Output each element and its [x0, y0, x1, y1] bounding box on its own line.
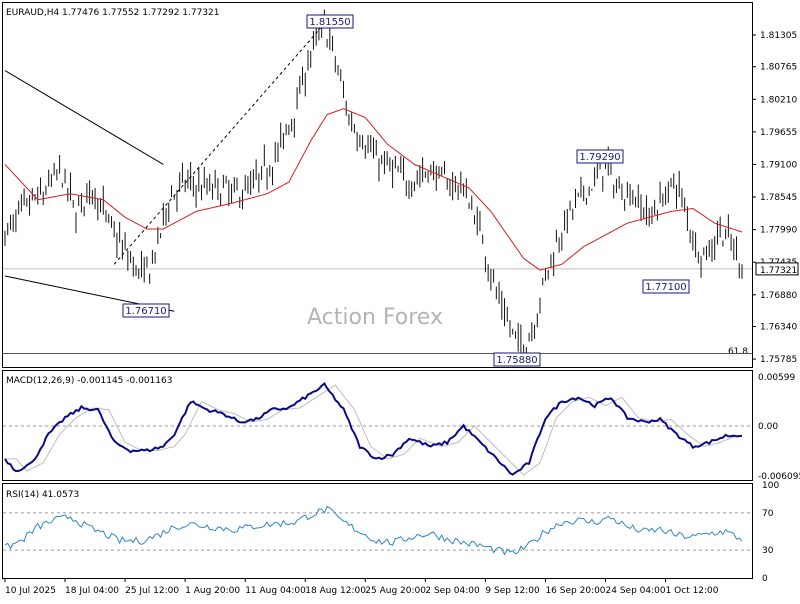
- macd-signal-line: [5, 384, 743, 476]
- price-annotation: 1.75880: [493, 352, 541, 367]
- annotation-box: [642, 279, 690, 294]
- rsi-panel-frame: [2, 483, 753, 579]
- macd-header: MACD(12,26,9) -0.001145 -0.001163: [6, 376, 172, 386]
- macd-tick-label: 0.00: [758, 422, 778, 432]
- annotation-label: 1.81550: [309, 17, 350, 28]
- annotation-label: 1.77100: [645, 282, 686, 293]
- price-tick-label: 1.79100: [760, 160, 797, 170]
- macd-line: [4, 381, 743, 476]
- price-tick-label: 1.78545: [760, 193, 797, 203]
- watermark: Action Forex: [307, 305, 443, 330]
- rsi-tick-label: 100: [762, 481, 779, 491]
- axis-layer: 1.81305 1.80765 1.80210 1.79655 1.79100 1.785…: [4, 31, 800, 596]
- macd-panel-frame: [2, 370, 753, 481]
- current-price-tag: 1.77321: [755, 262, 799, 276]
- annotation-box: [576, 149, 624, 164]
- price-header: EURAUD,H4 1.77476 1.77552 1.77292 1.7732…: [6, 8, 220, 18]
- annotation-box: [122, 303, 170, 318]
- dashed-up-trendline: [113, 20, 328, 265]
- x-tick-label: 18 Jul 04:00: [65, 586, 119, 596]
- price-tick-label: 1.81305: [760, 31, 797, 41]
- macd-tick-label: -0.006095: [758, 472, 800, 482]
- price-annotation: 1.79290: [576, 149, 624, 164]
- price-tick-label: 1.75785: [760, 355, 797, 365]
- x-tick-label: 25 Aug 20:00: [365, 586, 426, 596]
- price-tick-label: 1.80765: [760, 63, 797, 73]
- x-tick-label: 2 Sep 04:00: [425, 586, 480, 596]
- annotation-label: 1.76710: [125, 306, 166, 317]
- x-tick-label: 1 Aug 20:00: [185, 586, 240, 596]
- x-tick-label: 24 Sep 04:00: [606, 586, 666, 596]
- annotation-label: 1.79290: [579, 152, 620, 163]
- annotation-box: [306, 14, 354, 29]
- price-tick-label: 1.77990: [760, 226, 797, 236]
- macd-tick-label: 0.00599: [758, 373, 795, 383]
- price-tick-label: 1.76880: [760, 291, 797, 301]
- rsi-layer: [3, 505, 752, 556]
- annotation-box: [493, 352, 541, 367]
- fib-label: 61.8: [728, 347, 748, 357]
- annotation-label: 1.75880: [496, 355, 537, 366]
- price-annotation: 1.81550: [306, 14, 354, 29]
- x-tick-label: 25 Jul 12:00: [125, 586, 179, 596]
- upper-channel-trendline: [4, 70, 164, 165]
- price-tick-label: 1.79655: [760, 128, 797, 138]
- rsi-tick-label: 70: [762, 509, 774, 519]
- rsi-line: [4, 505, 743, 556]
- price-layer: 1.81550 1.76710 1.75880 1.79290 1.77100: [3, 9, 752, 367]
- x-tick-label: 16 Sep 20:00: [545, 586, 605, 596]
- price-tick-label: 1.80210: [760, 95, 797, 105]
- x-tick-label: 10 Jul 2025: [5, 586, 56, 596]
- rsi-tick-label: 0: [762, 574, 768, 584]
- macd-layer: [3, 381, 752, 476]
- price-tick-label: 1.76340: [760, 322, 797, 332]
- x-tick-label: 1 Oct 12:00: [666, 586, 719, 596]
- current-price-box: [755, 262, 799, 276]
- price-panel-frame: [2, 2, 753, 368]
- rsi-tick-label: 30: [762, 546, 774, 556]
- x-tick-label: 18 Aug 12:00: [305, 586, 366, 596]
- rsi-header: RSI(14) 41.0573: [6, 490, 79, 500]
- current-price-label: 1.77321: [760, 266, 797, 276]
- x-tick-label: 11 Aug 04:00: [245, 586, 306, 596]
- x-tick-label: 9 Sep 12:00: [485, 586, 540, 596]
- moving-average-line: [4, 108, 743, 271]
- price-annotation: 1.76710: [122, 303, 170, 318]
- price-annotation: 1.77100: [642, 279, 690, 294]
